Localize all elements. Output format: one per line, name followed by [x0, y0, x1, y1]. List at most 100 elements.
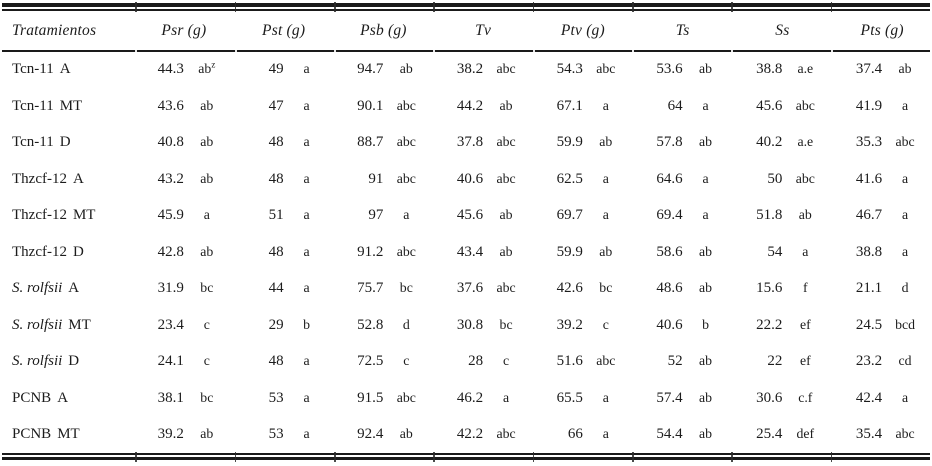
cell-letters: abz: [198, 59, 216, 77]
treatment-name: PCNB: [12, 389, 52, 406]
cell-value: 38.2: [456, 61, 484, 78]
data-cell: 35.3 abc: [832, 134, 932, 151]
cell-letters: ab: [699, 389, 713, 405]
data-cell: 25.4 def: [733, 426, 833, 443]
data-cell: 42.8 ab: [134, 244, 234, 261]
treatment-name: Thzcf-12: [12, 207, 67, 224]
cell-letters: a.e: [797, 134, 814, 150]
treatment-suffix: MT: [68, 316, 91, 333]
cell-letters: bc: [200, 389, 214, 405]
cell-letters: def: [796, 426, 815, 442]
cell-value: 35.3: [855, 134, 883, 151]
cell-value: 67.1: [556, 97, 583, 114]
data-cell: 31.9 bc: [134, 280, 234, 297]
cell-value: 29: [268, 316, 284, 333]
data-cell: 59.9 ab: [533, 244, 633, 261]
cell-letters: a: [902, 97, 909, 113]
cell-value: 42.4: [855, 389, 883, 406]
cell-value: 48.6: [656, 280, 683, 297]
treatment-suffix: A: [57, 389, 69, 406]
column-boundary-tick: [532, 2, 535, 12]
cell-value: 65.5: [556, 389, 583, 406]
column-boundary-tick: [433, 50, 436, 52]
cell-letters: a: [902, 170, 909, 186]
cell-value: 92.4: [357, 426, 384, 443]
top-rule-bar: [2, 8, 930, 11]
cell-value: 40.6: [456, 170, 484, 187]
cell-letters: abc: [795, 97, 815, 113]
cell-letters: ab: [399, 426, 413, 442]
data-cell: 43.2 ab: [134, 171, 234, 188]
data-cell: 42.2 abc: [433, 426, 533, 443]
cell-letters: c: [403, 353, 410, 369]
table-row: S. rolfsii MT 23.4 c 29 b 52.8 d 30.8 bc 39.2 c 40.6…: [0, 307, 932, 344]
cell-value: 24.5: [855, 316, 883, 333]
cell-letters: a: [602, 170, 609, 186]
cell-letters: a: [303, 280, 310, 296]
data-cell: 65.5 a: [533, 390, 633, 407]
treatment-label: Thzcf-12 D: [0, 244, 134, 261]
cell-value: 42.8: [157, 243, 184, 260]
table-row: S. rolfsii D 24.1 c 48 a 72.5 c 28 c 51.6 abc 52 ab 22…: [0, 344, 932, 381]
cell-letters: a: [303, 389, 310, 405]
cell-letters: c.f: [798, 389, 813, 405]
treatment-label: Tcn-11 A: [0, 61, 134, 78]
cell-value: 97: [368, 207, 384, 224]
cell-value: 35.4: [855, 426, 883, 443]
cell-value: 44: [268, 280, 284, 297]
column-boundary-tick: [135, 452, 137, 463]
cell-letters: abc: [795, 170, 815, 186]
column-header: Tv: [475, 21, 492, 39]
cell-value: 23.2: [855, 353, 883, 370]
cell-value: 48: [268, 170, 284, 187]
cell-letters: b: [303, 316, 311, 332]
cell-value: 38.8: [756, 61, 783, 78]
column-boundary-tick: [234, 452, 237, 463]
cell-letters: a: [303, 61, 310, 77]
cell-letters: abc: [895, 426, 915, 442]
cell-letters: abc: [496, 280, 516, 296]
data-cell: 47 a: [234, 98, 334, 115]
cell-value: 43.2: [157, 170, 184, 187]
data-cell: 23.4 c: [134, 317, 234, 334]
cell-value: 91.2: [357, 243, 384, 260]
cell-value: 44.2: [456, 97, 484, 114]
cell-value: 41.6: [855, 170, 883, 187]
data-cell: 38.8 a.e: [733, 61, 833, 78]
cell-letters: a: [902, 207, 909, 223]
cell-letters: ab: [699, 134, 713, 150]
data-cell: 21.1 d: [832, 280, 932, 297]
treatment-suffix: D: [72, 243, 84, 260]
cell-letters: a: [602, 426, 609, 442]
data-cell: 67.1 a: [533, 98, 633, 115]
cell-value: 38.8: [855, 243, 883, 260]
column-boundary-tick: [135, 2, 137, 12]
data-cell: 97 a: [334, 207, 434, 224]
data-cell: 64 a: [633, 98, 733, 115]
data-cell: 62.5 a: [533, 171, 633, 188]
treatment-suffix: MT: [72, 207, 96, 224]
data-cell: 52.8 d: [334, 317, 434, 334]
column-boundary-tick: [731, 50, 734, 52]
data-cell: 35.4 abc: [832, 426, 932, 443]
data-cell: 48 a: [234, 134, 334, 151]
cell-letters: ab: [200, 97, 214, 113]
data-cell: 49 a: [234, 61, 334, 78]
table-row: PCNB A 38.1 bc 53 a 91.5 abc 46.2 a 65.5 a 57.4 ab 30.…: [0, 380, 932, 417]
data-cell: 57.8 ab: [633, 134, 733, 151]
data-cell: 50 abc: [733, 171, 833, 188]
cell-letters: a: [303, 353, 310, 369]
cell-value: 54.3: [556, 61, 583, 78]
treatment-label: PCNB A: [0, 390, 134, 407]
treatment-label: S. rolfsii MT: [0, 317, 134, 334]
cell-letters: abc: [396, 243, 416, 259]
cell-value: 44.3: [157, 61, 184, 78]
data-cell: 40.2 a.e: [733, 134, 833, 151]
data-cell: 40.6 abc: [433, 171, 533, 188]
cell-letters: b: [702, 316, 710, 332]
cell-value: 30.6: [756, 389, 783, 406]
cell-letters: c: [602, 316, 609, 332]
cell-value: 41.9: [855, 97, 883, 114]
cell-letters: ab: [499, 207, 513, 223]
data-cell: 37.6 abc: [433, 280, 533, 297]
